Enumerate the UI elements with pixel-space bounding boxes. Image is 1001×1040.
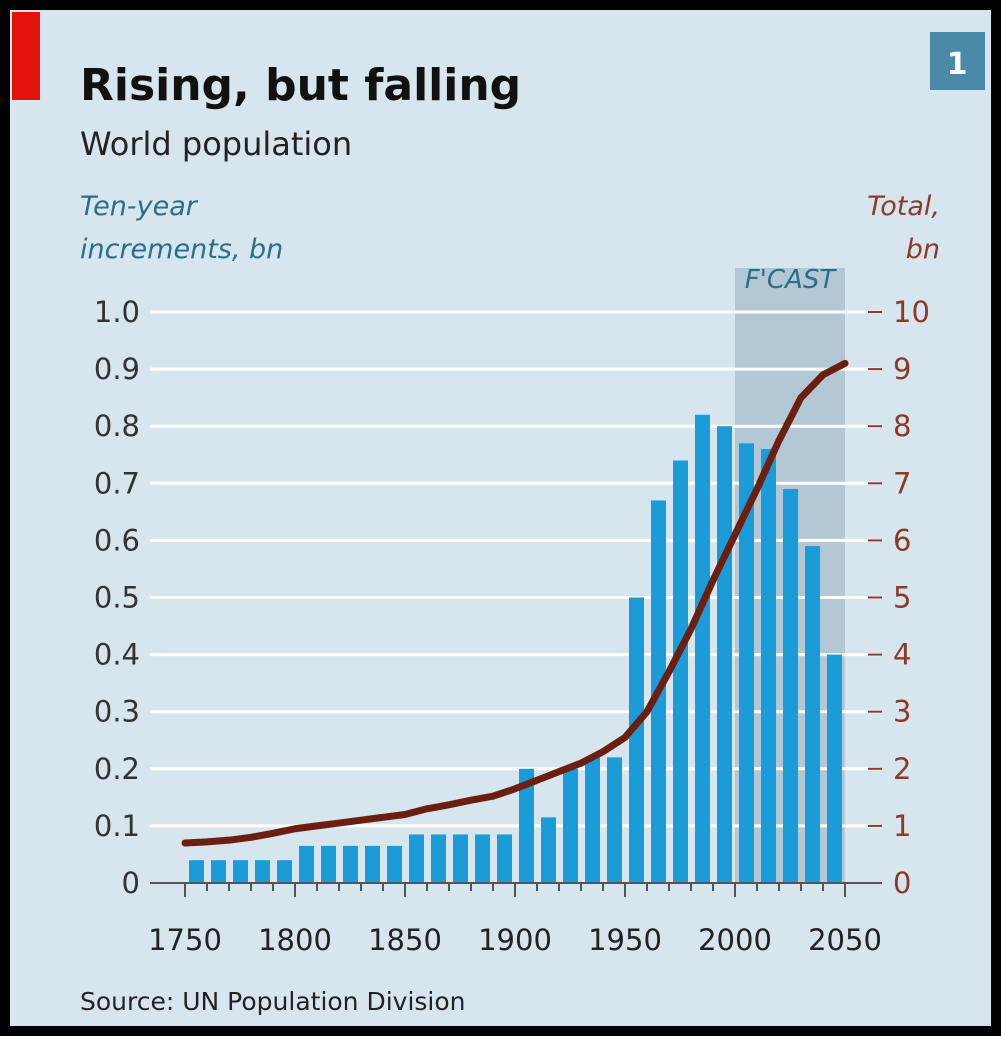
- bar: [387, 845, 402, 883]
- bar: [365, 845, 380, 883]
- bar: [475, 834, 490, 883]
- y-axis-label: increments, bn: [80, 234, 283, 265]
- bar: [783, 489, 798, 883]
- y2-tick-label: 9: [893, 352, 911, 386]
- chart-subtitle: World population: [80, 125, 352, 163]
- bar: [343, 845, 358, 883]
- x-tick-label: 2000: [698, 923, 772, 957]
- bar: [211, 860, 226, 883]
- badge: 1: [947, 47, 968, 82]
- bar: [277, 860, 292, 883]
- bar: [717, 426, 732, 883]
- bar: [541, 817, 556, 883]
- bar: [695, 414, 710, 883]
- x-tick-label: 1900: [478, 923, 552, 957]
- bar: [607, 757, 622, 883]
- bar: [189, 860, 204, 883]
- bar: [805, 546, 820, 883]
- y-tick-label: 0.4: [94, 638, 140, 672]
- y2-tick-label: 1: [893, 809, 911, 843]
- y-tick-label: 0.8: [94, 409, 140, 443]
- bar: [629, 597, 644, 883]
- y-tick-label: 0.7: [94, 466, 140, 500]
- bar: [255, 860, 270, 883]
- y-tick-label: 1.0: [94, 295, 140, 329]
- bar: [563, 768, 578, 883]
- y-tick-label: 0.3: [94, 695, 140, 729]
- y2-tick-label: 8: [893, 409, 911, 443]
- bar: [519, 768, 534, 883]
- y2-tick-label: 5: [893, 581, 911, 615]
- bar: [761, 449, 776, 883]
- bar: [431, 834, 446, 883]
- y-tick-label: 0: [122, 866, 140, 900]
- bar: [827, 654, 842, 883]
- bar: [739, 443, 754, 883]
- bar: [321, 845, 336, 883]
- y-tick-label: 0.6: [94, 523, 140, 557]
- y-tick-label: 0.1: [94, 809, 140, 843]
- bar: [409, 834, 424, 883]
- chart-title: Rising, but falling: [80, 60, 521, 111]
- bar: [585, 757, 600, 883]
- x-tick-label: 1850: [368, 923, 442, 957]
- x-tick-label: 1750: [148, 923, 222, 957]
- y-tick-label: 0.2: [94, 752, 140, 786]
- y-tick-label: 0.5: [94, 581, 140, 615]
- y2-tick-label: 0: [893, 866, 911, 900]
- y2-tick-label: 4: [893, 638, 911, 672]
- bar: [453, 834, 468, 883]
- y2-tick-label: 6: [893, 523, 911, 557]
- x-tick-label: 2050: [808, 923, 882, 957]
- bar: [497, 834, 512, 883]
- x-tick-label: 1950: [588, 923, 662, 957]
- bar: [233, 860, 248, 883]
- y2-tick-label: 3: [893, 695, 911, 729]
- y2-axis-label: Total,: [867, 191, 940, 222]
- source: Source: UN Population Division: [80, 987, 466, 1016]
- bar: [673, 460, 688, 883]
- badge-box: [930, 32, 985, 90]
- y2-tick-label: 7: [893, 466, 911, 500]
- bar: [299, 845, 314, 883]
- red-tab: [12, 12, 40, 100]
- y-tick-label: 0.9: [94, 352, 140, 386]
- line: [181, 359, 849, 847]
- y2-tick-label: 10: [893, 295, 930, 329]
- forecast-label: F'CAST: [745, 265, 838, 295]
- y2-axis-label: bn: [906, 234, 940, 265]
- y-axis-label: Ten-year: [80, 191, 199, 222]
- y2-tick-label: 2: [893, 752, 911, 786]
- x-tick-label: 1800: [258, 923, 332, 957]
